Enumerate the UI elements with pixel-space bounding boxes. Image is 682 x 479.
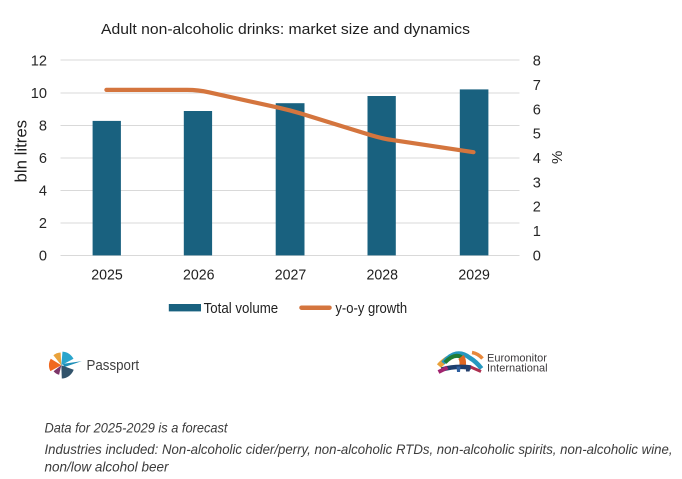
svg-text:Adult non-alcoholic drinks: ma: Adult non-alcoholic drinks: market size … bbox=[101, 21, 470, 38]
svg-text:3: 3 bbox=[533, 175, 541, 191]
svg-text:2027: 2027 bbox=[275, 266, 307, 283]
svg-text:y-o-y growth: y-o-y growth bbox=[335, 301, 407, 317]
svg-text:5: 5 bbox=[533, 127, 541, 143]
svg-text:2: 2 bbox=[533, 200, 541, 216]
svg-text:12: 12 bbox=[31, 54, 47, 70]
svg-text:non/low alcohol beer: non/low alcohol beer bbox=[45, 459, 170, 475]
svg-text:Industries included: Non-alcoh: Industries included: Non-alcoholic cider… bbox=[45, 441, 673, 457]
svg-text:1: 1 bbox=[533, 224, 541, 240]
svg-text:7: 7 bbox=[533, 78, 541, 94]
svg-text:Total volume: Total volume bbox=[204, 301, 279, 317]
svg-text:10: 10 bbox=[31, 86, 47, 102]
svg-text:0: 0 bbox=[533, 249, 541, 265]
svg-text:0: 0 bbox=[39, 249, 47, 265]
svg-text:2028: 2028 bbox=[367, 266, 399, 283]
svg-text:Euromonitor: Euromonitor bbox=[487, 353, 547, 365]
svg-text:2026: 2026 bbox=[183, 266, 215, 283]
svg-text:%: % bbox=[549, 151, 566, 164]
svg-text:4: 4 bbox=[39, 184, 47, 200]
svg-text:bln litres: bln litres bbox=[11, 120, 30, 183]
svg-text:8: 8 bbox=[533, 54, 541, 70]
svg-text:6: 6 bbox=[533, 102, 541, 118]
svg-text:2029: 2029 bbox=[458, 266, 490, 283]
svg-text:Data for 2025-2029 is a foreca: Data for 2025-2029 is a forecast bbox=[45, 420, 229, 436]
svg-text:Passport: Passport bbox=[87, 358, 140, 374]
svg-text:2025: 2025 bbox=[91, 266, 123, 283]
svg-text:4: 4 bbox=[533, 151, 541, 167]
svg-text:International: International bbox=[487, 362, 548, 374]
svg-text:8: 8 bbox=[39, 119, 47, 135]
svg-text:6: 6 bbox=[39, 151, 47, 167]
svg-text:2: 2 bbox=[39, 216, 47, 232]
